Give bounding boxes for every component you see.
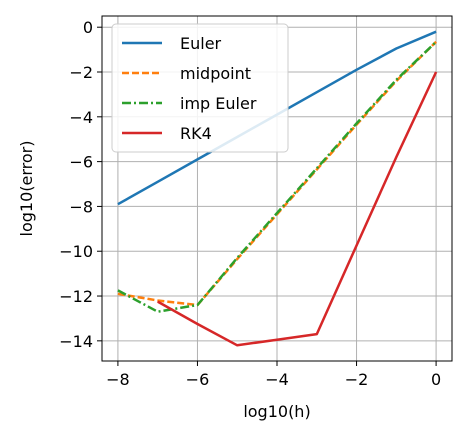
y-tick-label: −8 [69, 197, 93, 216]
y-axis-title: log10(error) [17, 141, 36, 237]
y-tick-label: 0 [83, 18, 93, 37]
y-tick-label: −2 [69, 63, 93, 82]
legend: Euler midpoint imp Euler RK4 [111, 23, 289, 153]
x-tick-label: −4 [265, 370, 289, 389]
legend-label: RK4 [180, 124, 212, 143]
legend-label: midpoint [180, 64, 251, 83]
x-tick-label: −2 [345, 370, 369, 389]
series-line-rk4 [157, 71, 438, 347]
x-tick-label: 0 [431, 370, 441, 389]
y-tick-label: −12 [59, 287, 93, 306]
y-tick-label: −14 [59, 332, 93, 351]
y-tick-label: −4 [69, 108, 93, 127]
ticks: −8 −6 −4 −2 0 0 −2 −4 −6 −8 −10 −12 −14 [59, 18, 441, 389]
legend-label: imp Euler [180, 94, 257, 113]
x-tick-label: −8 [106, 370, 130, 389]
legend-label: Euler [180, 34, 222, 53]
y-tick-label: −6 [69, 153, 93, 172]
y-tick-label: −10 [59, 242, 93, 261]
x-tick-label: −6 [186, 370, 210, 389]
legend-box [111, 23, 289, 153]
x-axis-title: log10(h) [243, 402, 310, 421]
